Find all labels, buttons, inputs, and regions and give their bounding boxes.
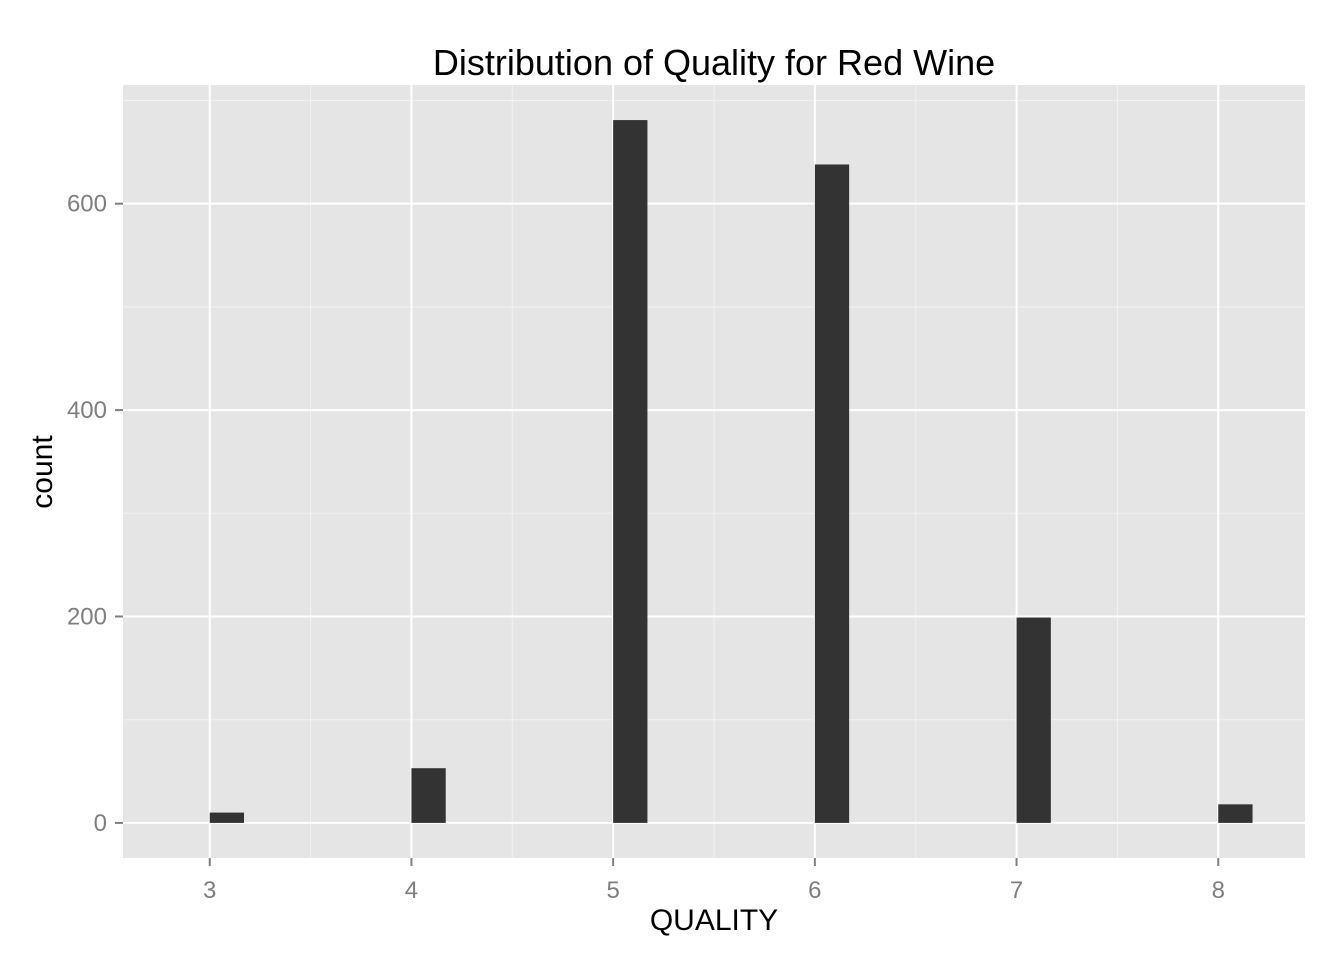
bar-quality-3 <box>209 812 245 823</box>
y-axis-title: count <box>26 435 59 509</box>
grid-minor <box>123 85 1305 858</box>
bar-quality-4 <box>411 768 446 823</box>
y-tick-label: 600 <box>67 191 107 218</box>
x-tick-label: 4 <box>405 877 418 904</box>
x-axis-title: QUALITY <box>650 904 778 937</box>
x-axis: 3 4 5 6 7 8 <box>203 858 1225 904</box>
y-tick-label: 400 <box>67 397 107 424</box>
bar-quality-5 <box>613 120 648 823</box>
x-tick-label: 3 <box>203 877 216 904</box>
x-tick-label: 6 <box>808 877 821 904</box>
y-axis: 0 200 400 600 <box>67 191 123 837</box>
y-tick-label: 200 <box>67 604 107 631</box>
bar-quality-6 <box>814 164 850 823</box>
x-tick-label: 7 <box>1010 877 1023 904</box>
bar-quality-7 <box>1016 617 1051 823</box>
y-tick-label: 0 <box>94 810 107 837</box>
x-tick-label: 5 <box>606 877 619 904</box>
bars <box>209 120 1253 823</box>
x-tick-label: 8 <box>1212 877 1225 904</box>
bar-quality-8 <box>1218 804 1253 823</box>
chart-title: Distribution of Quality for Red Wine <box>433 42 995 83</box>
